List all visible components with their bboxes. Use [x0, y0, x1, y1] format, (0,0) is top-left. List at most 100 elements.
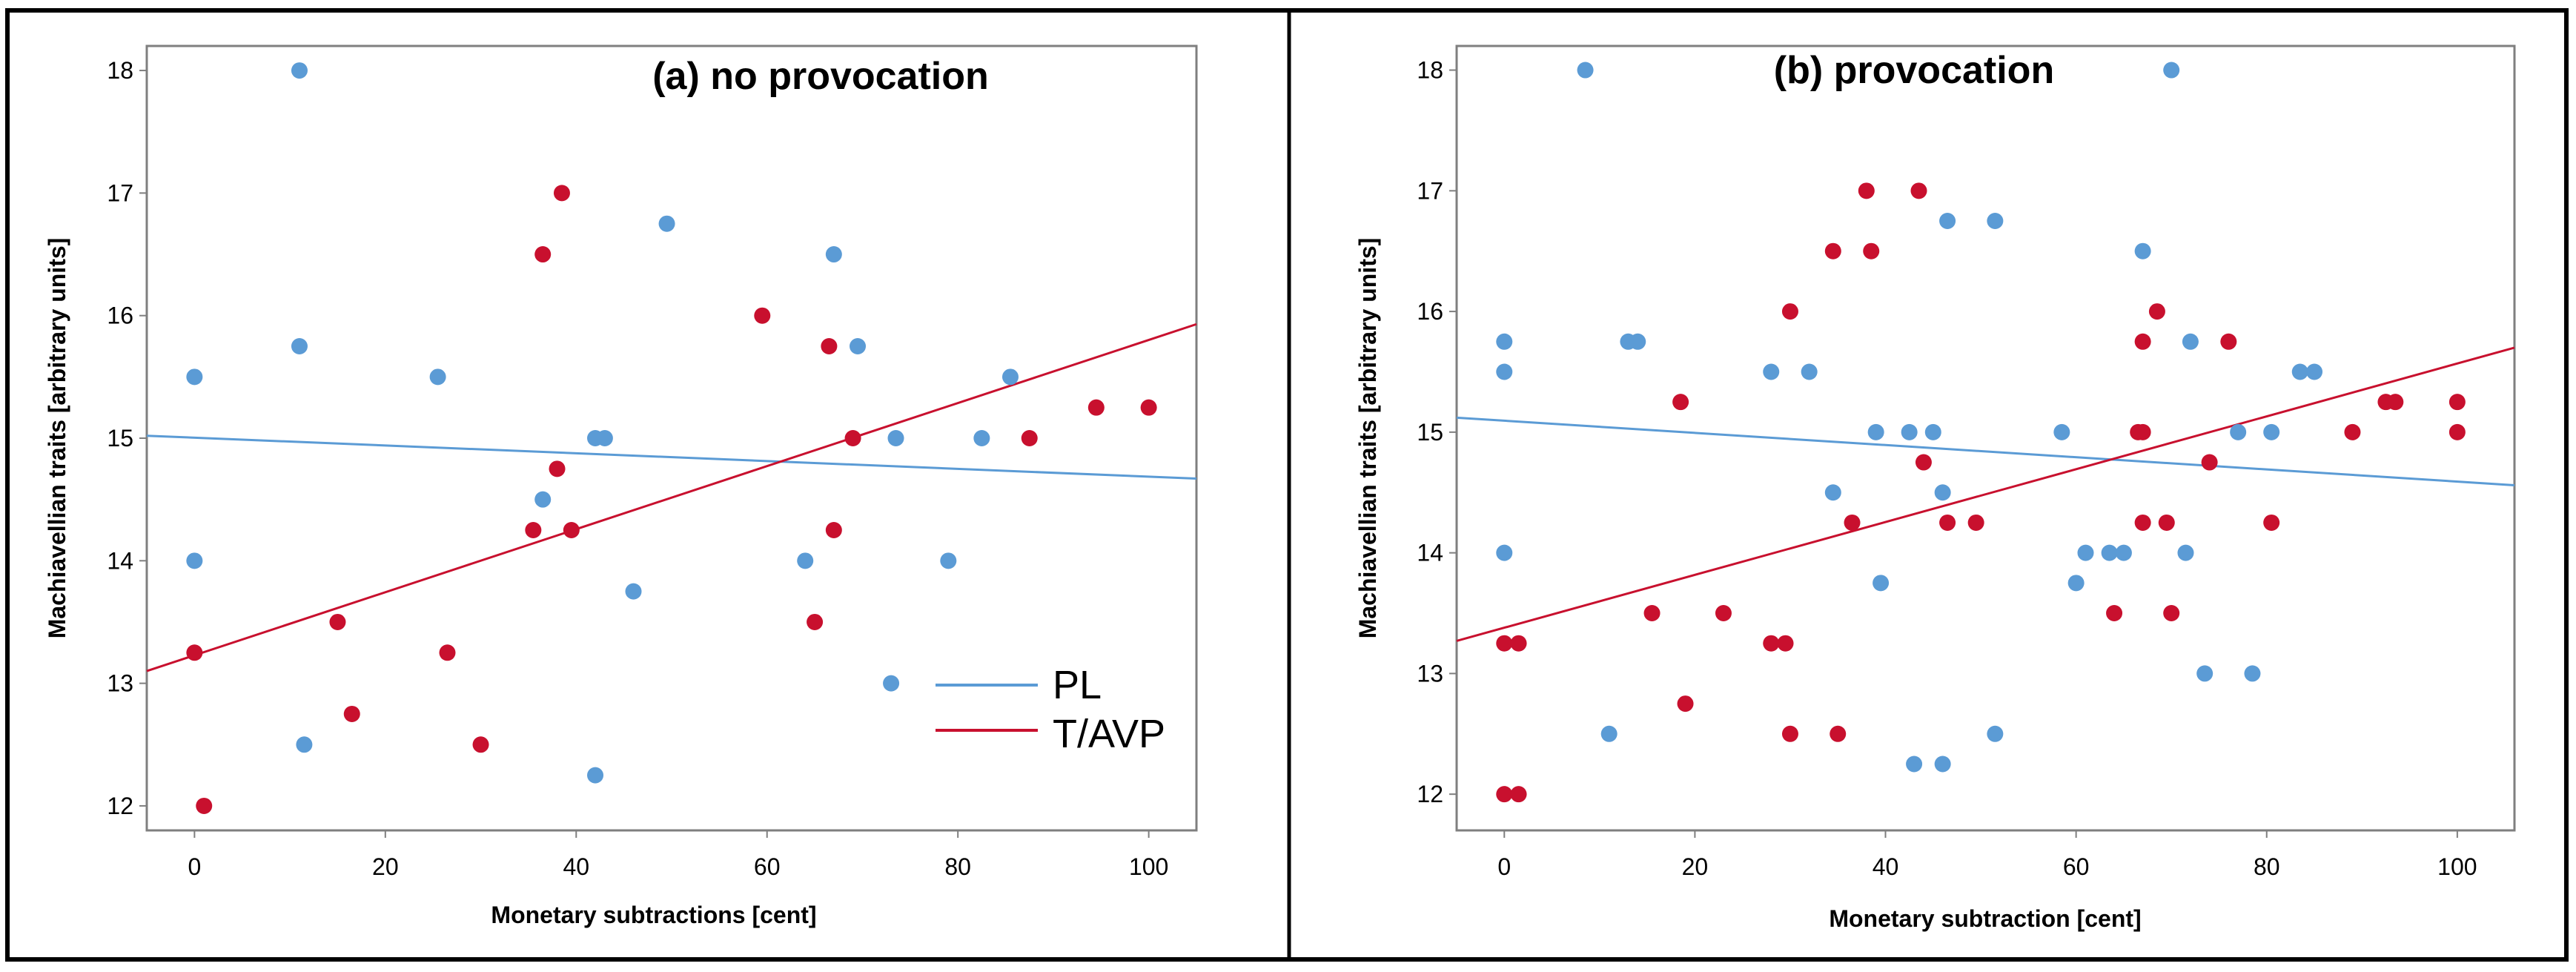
x-tick-label: 20 — [1682, 853, 1709, 880]
data-point-tavp — [186, 644, 203, 661]
y-axis-label-a: Machiavellian traits [arbitrary units] — [44, 238, 70, 639]
data-point-tavp — [2387, 394, 2404, 411]
data-point-tavp — [2163, 605, 2180, 622]
points-a — [186, 62, 1157, 814]
x-tick-label: 80 — [2254, 853, 2280, 880]
panel-b: 0 20 40 60 80 100 12 13 14 15 16 17 18 (b) provocat… — [1354, 44, 2516, 932]
data-point-pl — [2244, 665, 2261, 682]
data-point-tavp — [2158, 514, 2175, 531]
data-point-tavp — [2263, 514, 2280, 531]
data-point-pl — [429, 368, 446, 386]
y-tick-label: 14 — [107, 547, 133, 574]
data-point-pl — [2306, 363, 2323, 380]
x-tick-label: 0 — [188, 853, 201, 880]
data-point-tavp — [825, 521, 842, 538]
data-point-pl — [2196, 665, 2214, 682]
x-tick-label: 40 — [563, 853, 589, 880]
data-point-pl — [291, 338, 308, 355]
data-point-pl — [940, 552, 957, 569]
x-tick-label: 100 — [1129, 853, 1168, 880]
data-point-pl — [625, 583, 642, 600]
y-tick-label: 18 — [107, 57, 133, 84]
data-point-pl — [1939, 213, 1956, 230]
legend-label-pl: PL — [1053, 663, 1102, 707]
data-point-pl — [186, 368, 203, 386]
chart-title-a: (a) no provocation — [652, 55, 989, 98]
data-point-pl — [887, 430, 904, 446]
y-axis-label-b: Machiavellian traits [arbitrary units] — [1354, 238, 1381, 639]
data-point-tavp — [2201, 454, 2218, 471]
data-point-tavp — [2344, 423, 2361, 440]
data-point-pl — [1824, 484, 1841, 501]
y-axis-ticks-b: 12 13 14 15 16 17 18 — [1417, 57, 1457, 807]
data-point-tavp — [1763, 635, 1780, 652]
data-point-tavp — [525, 521, 542, 538]
data-point-pl — [850, 338, 867, 355]
data-point-pl — [2177, 544, 2194, 561]
data-point-pl — [1763, 363, 1780, 380]
data-point-tavp — [1677, 695, 1694, 713]
x-tick-label: 20 — [372, 853, 399, 880]
x-axis-label-b: Monetary subtraction [cent] — [1829, 905, 2141, 932]
data-point-pl — [1801, 363, 1818, 380]
data-point-tavp — [844, 430, 861, 446]
data-point-pl — [1496, 333, 1513, 350]
data-point-tavp — [821, 338, 838, 355]
data-point-pl — [596, 430, 613, 446]
data-point-tavp — [1021, 430, 1038, 446]
data-point-tavp — [1830, 725, 1847, 742]
data-point-tavp — [2134, 333, 2151, 350]
y-tick-label: 13 — [1417, 660, 1443, 687]
data-point-pl — [1496, 363, 1513, 380]
data-point-tavp — [1672, 394, 1689, 411]
data-point-pl — [1906, 756, 1923, 773]
data-point-pl — [1987, 725, 2004, 742]
data-point-tavp — [563, 521, 580, 538]
data-point-tavp — [754, 307, 771, 324]
data-point-tavp — [1510, 786, 1527, 803]
data-point-tavp — [2448, 423, 2466, 440]
data-point-tavp — [329, 613, 346, 630]
x-tick-label: 60 — [754, 853, 781, 880]
data-point-tavp — [1844, 514, 1861, 531]
data-point-tavp — [2148, 303, 2165, 320]
data-point-pl — [825, 246, 842, 263]
data-point-pl — [1987, 213, 2004, 230]
data-point-pl — [1577, 62, 1594, 79]
data-point-pl — [296, 736, 313, 753]
data-point-tavp — [1496, 786, 1513, 803]
y-tick-label: 16 — [1417, 298, 1443, 325]
x-tick-label: 40 — [1873, 853, 1899, 880]
data-point-tavp — [2106, 605, 2123, 622]
data-point-tavp — [553, 185, 570, 202]
data-point-pl — [1934, 484, 1951, 501]
x-tick-label: 60 — [2063, 853, 2090, 880]
data-point-tavp — [1643, 605, 1661, 622]
data-point-pl — [2182, 333, 2199, 350]
data-point-tavp — [1781, 725, 1798, 742]
data-point-pl — [2101, 544, 2118, 561]
data-point-tavp — [1715, 605, 1732, 622]
data-point-tavp — [807, 613, 824, 630]
data-point-pl — [1901, 423, 1918, 440]
x-axis-ticks-b: 0 20 40 60 80 100 — [1497, 830, 2477, 880]
y-tick-label: 13 — [107, 670, 133, 697]
data-point-pl — [1496, 544, 1513, 561]
fit-line-pl-a — [146, 434, 1197, 480]
data-point-tavp — [2134, 514, 2151, 531]
data-point-pl — [186, 552, 203, 569]
x-axis-label-a: Monetary subtractions [cent] — [491, 902, 816, 928]
data-point-tavp — [534, 246, 552, 263]
data-point-tavp — [1781, 303, 1798, 320]
data-point-tavp — [1777, 635, 1794, 652]
chart-title-b: (b) provocation — [1774, 49, 2054, 92]
x-tick-label: 100 — [2437, 853, 2477, 880]
data-point-pl — [534, 491, 552, 508]
data-point-pl — [2077, 544, 2094, 561]
plot-area-a — [145, 44, 1198, 832]
fit-line-tavp-b — [1456, 346, 2515, 642]
data-point-pl — [1001, 368, 1019, 386]
data-point-tavp — [1824, 242, 1841, 259]
data-point-pl — [2067, 575, 2085, 592]
data-point-pl — [658, 215, 675, 232]
